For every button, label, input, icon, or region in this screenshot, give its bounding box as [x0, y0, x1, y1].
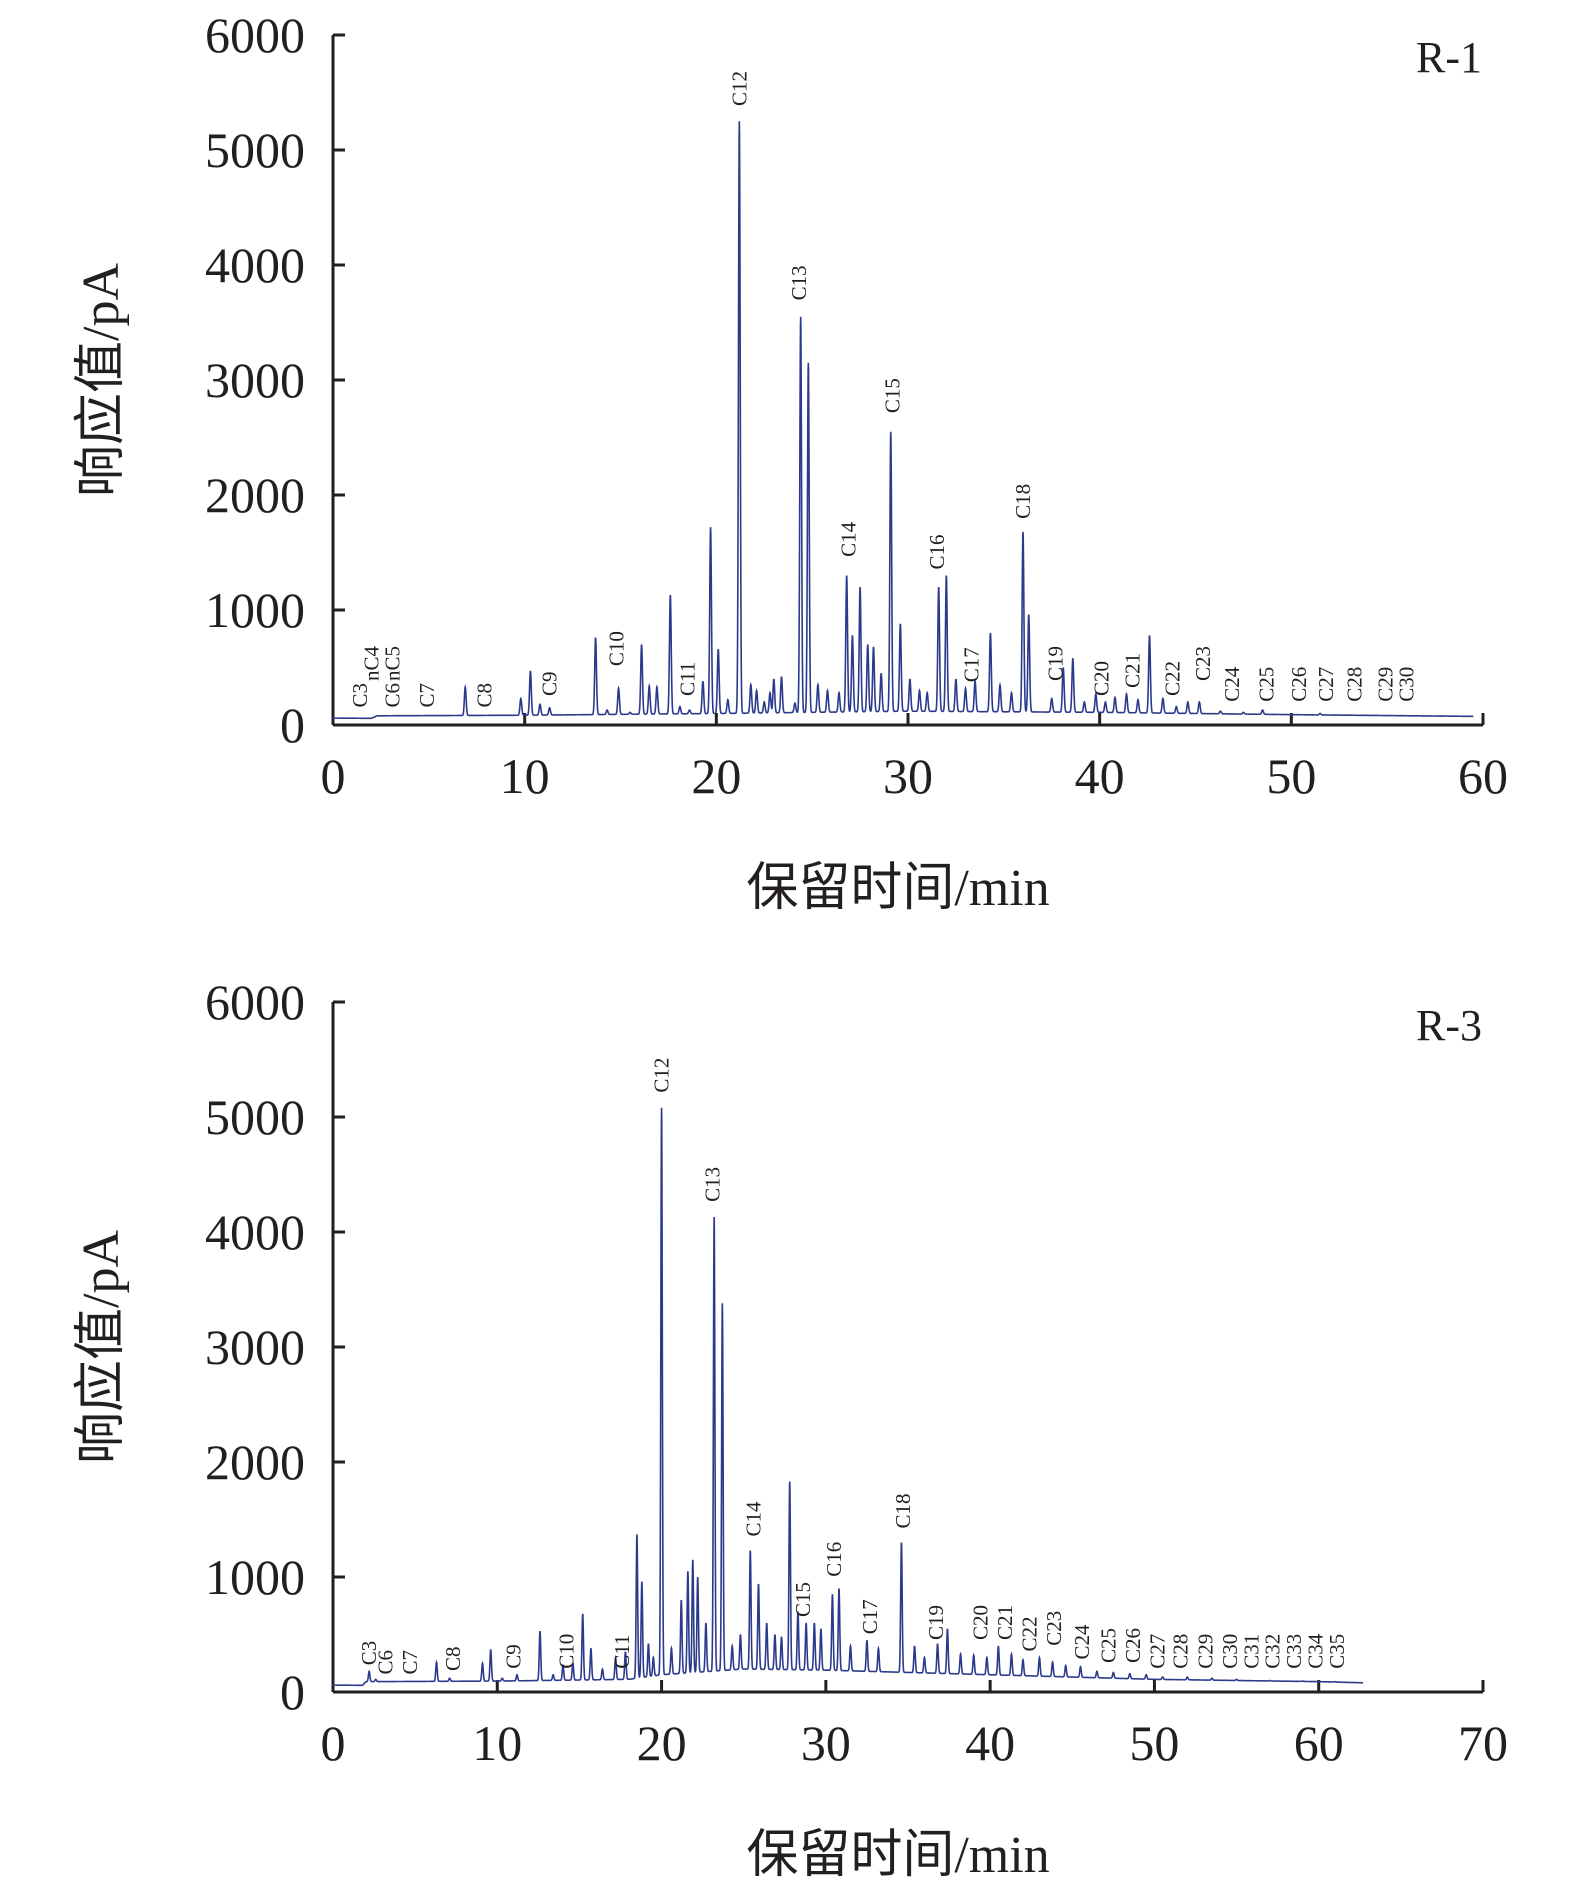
peak-label: C8	[472, 683, 496, 708]
peak-label: C9	[538, 671, 562, 696]
peak-label: C15	[791, 1582, 815, 1617]
peak-label: C11	[610, 1635, 634, 1669]
peak-label: C14	[742, 1501, 766, 1537]
peak-label: C7	[415, 683, 439, 708]
peak-label: C24	[1070, 1624, 1094, 1660]
y-tick-label: 1000	[205, 1549, 305, 1605]
peak-label: C3	[348, 683, 372, 708]
x-tick-label: 60	[1458, 748, 1508, 804]
peak-label: nC5	[380, 646, 404, 681]
peak-label: C25	[1096, 1628, 1120, 1663]
peak-label: C13	[701, 1167, 725, 1202]
y-tick-label: 3000	[205, 1319, 305, 1375]
x-tick-label: 20	[637, 1715, 687, 1771]
peak-label: C28	[1169, 1634, 1193, 1669]
y-tick-label: 0	[280, 697, 305, 753]
peak-label: C19	[1044, 646, 1068, 681]
peak-label: C3	[357, 1641, 381, 1666]
peak-label: C12	[727, 71, 751, 106]
peak-label: C27	[1146, 1634, 1170, 1669]
x-tick-label: 60	[1294, 1715, 1344, 1771]
peak-label: C28	[1343, 667, 1367, 702]
peak-label: C30	[1218, 1634, 1242, 1669]
chromatogram-panel-r1: 0 1000 2000 3000 4000 5000 6000 0 10 20 30 40 50 60 保留…	[73, 7, 1508, 917]
peak-label: C29	[1373, 667, 1397, 702]
x-tick-label: 50	[1266, 748, 1316, 804]
y-tick-label: 6000	[205, 7, 305, 63]
x-tick-label: 30	[883, 748, 933, 804]
peak-label: C31	[1239, 1634, 1263, 1669]
peak-label: C34	[1303, 1633, 1327, 1669]
peak-label: C17	[959, 647, 983, 682]
y-axis-title: 响应值/pA	[73, 263, 130, 497]
peak-label: C16	[925, 534, 949, 569]
chromatogram-trace	[333, 121, 1474, 720]
peak-label: C8	[441, 1647, 465, 1672]
peak-label: C21	[993, 1605, 1017, 1640]
x-axis-title: 保留时间/min	[746, 1827, 1049, 1880]
y-tick-label: 5000	[205, 1089, 305, 1145]
peak-label: C11	[676, 662, 700, 696]
peak-label: C26	[1121, 1628, 1145, 1663]
peak-label: C6	[380, 683, 404, 708]
x-tick-label: 10	[472, 1715, 522, 1771]
x-tick-label: 0	[321, 1715, 346, 1771]
peak-label: C21	[1120, 653, 1144, 688]
peak-label: C33	[1282, 1634, 1306, 1669]
peak-label: C22	[1161, 661, 1185, 696]
peak-label: C32	[1261, 1634, 1285, 1669]
peak-label: C7	[398, 1650, 422, 1675]
y-tick-label: 5000	[205, 122, 305, 178]
y-tick-label: 4000	[205, 1204, 305, 1260]
y-tick-label: 0	[280, 1664, 305, 1720]
peak-label: C25	[1254, 667, 1278, 702]
peak-label: C16	[822, 1542, 846, 1577]
peak-label: C17	[858, 1599, 882, 1634]
x-tick-label: 10	[500, 748, 550, 804]
peak-label: C35	[1325, 1634, 1349, 1669]
peak-label: nC4	[359, 646, 383, 682]
y-tick-label: 3000	[205, 352, 305, 408]
peak-label: C14	[837, 521, 861, 557]
peak-label: C23	[1042, 1611, 1066, 1646]
peak-label: C22	[1018, 1616, 1042, 1651]
panel-label: R-1	[1416, 33, 1482, 82]
peak-label: C20	[1090, 661, 1114, 696]
x-tick-label: 40	[1075, 748, 1125, 804]
peak-label: C18	[1011, 484, 1035, 519]
y-tick-label: 2000	[205, 1434, 305, 1490]
peak-label: C9	[502, 1644, 526, 1669]
peak-label: C27	[1314, 667, 1338, 702]
x-tick-label: 30	[801, 1715, 851, 1771]
y-tick-label: 4000	[205, 237, 305, 293]
peak-label: C15	[881, 378, 905, 413]
peak-label: C10	[605, 631, 629, 666]
x-tick-label: 0	[321, 748, 346, 804]
peak-label: C18	[891, 1493, 915, 1528]
peak-label: C24	[1220, 666, 1244, 702]
peak-label: C19	[924, 1605, 948, 1640]
x-axis-title: 保留时间/min	[746, 860, 1049, 917]
peak-label: C23	[1191, 646, 1215, 681]
peak-label: C29	[1193, 1634, 1217, 1669]
x-tick-label: 20	[691, 748, 741, 804]
x-tick-label: 40	[965, 1715, 1015, 1771]
x-tick-label: 70	[1458, 1715, 1508, 1771]
y-tick-label: 2000	[205, 467, 305, 523]
y-tick-label: 1000	[205, 582, 305, 638]
peak-label: C10	[554, 1634, 578, 1669]
peak-label: C30	[1394, 667, 1418, 702]
peak-label: C13	[787, 265, 811, 300]
y-tick-label: 6000	[205, 974, 305, 1030]
peak-label: C12	[650, 1058, 674, 1093]
chromatogram-panel-r3: 0 1000 2000 3000 4000 5000 6000 0 10 20 30 40 50 60 70…	[73, 974, 1508, 1880]
x-tick-label: 50	[1129, 1715, 1179, 1771]
peak-label: C6	[374, 1650, 398, 1675]
peak-label: C20	[968, 1605, 992, 1640]
panel-label: R-3	[1416, 1001, 1482, 1050]
peak-label: C26	[1287, 667, 1311, 702]
chromatogram-trace	[333, 1107, 1364, 1687]
y-axis-title: 响应值/pA	[73, 1230, 130, 1464]
